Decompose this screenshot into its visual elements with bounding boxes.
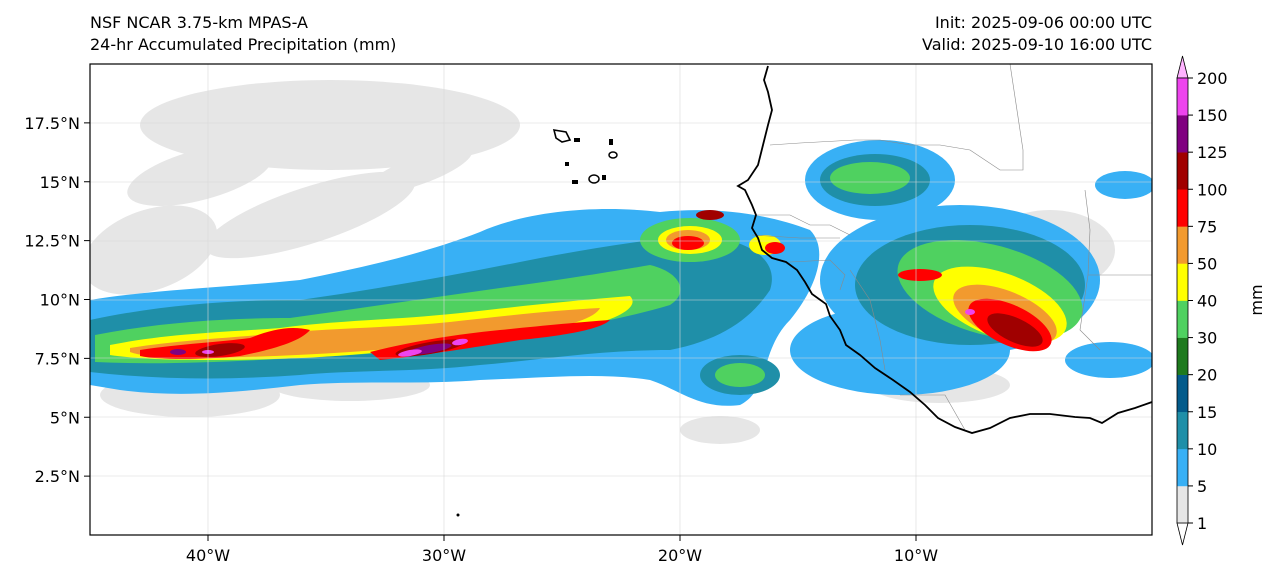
colorbar-label: mm (1247, 284, 1266, 315)
lat-tick-label: 7.5°N (35, 349, 80, 368)
colorbar-segment (1177, 115, 1188, 153)
lat-tick-label: 10°N (40, 291, 80, 310)
colorbar-tick-label: 20 (1197, 366, 1217, 385)
lat-tick-label: 15°N (40, 173, 80, 192)
coastline (736, 65, 1152, 434)
colorbar-tick-label: 15 (1197, 403, 1217, 422)
colorbar-segment (1177, 226, 1188, 264)
colorbar-tick-label: 125 (1197, 143, 1228, 162)
lat-tick-label: 2.5°N (35, 467, 80, 486)
colorbar-segment (1177, 300, 1188, 338)
colorbar-tick-label: 150 (1197, 106, 1228, 125)
colorbar-segment (1177, 448, 1188, 487)
colorbar-segment (1177, 374, 1188, 413)
lat-tick-label: 17.5°N (24, 114, 80, 133)
country-borders (751, 64, 1152, 431)
init-time: Init: 2025-09-06 00:00 UTC (934, 13, 1152, 32)
lon-tick-label: 10°W (894, 546, 938, 565)
lon-tick-label: 30°W (422, 546, 466, 565)
field-name: 24-hr Accumulated Precipitation (mm) (90, 35, 397, 54)
model-name: NSF NCAR 3.75-km MPAS-A (90, 13, 308, 32)
colorbar-tick-label: 75 (1197, 217, 1217, 236)
colorbar-tick-label: 10 (1197, 440, 1217, 459)
longitude-axis: 40°W 30°W 20°W 10°W (186, 535, 938, 565)
colorbar-tick-label: 30 (1197, 329, 1217, 348)
precip-trace-layer (90, 80, 1115, 444)
lon-tick-label: 40°W (186, 546, 230, 565)
colorbar-segment (1177, 337, 1188, 375)
colorbar-segment (1177, 189, 1188, 227)
colorbar-extend-over (1176, 55, 1189, 79)
colorbar-segment (1177, 78, 1188, 116)
colorbar-tick-label: 100 (1197, 180, 1228, 199)
colorbar-segment (1177, 263, 1188, 301)
islands (456, 129, 618, 517)
colorbar-segment (1177, 485, 1188, 524)
lat-tick-label: 5°N (50, 408, 80, 427)
colorbar-segment (1177, 152, 1188, 190)
colorbar-tick-label: 40 (1197, 292, 1217, 311)
colorbar-extend-under (1176, 522, 1189, 546)
valid-time: Valid: 2025-09-10 16:00 UTC (921, 35, 1152, 54)
colorbar-tick-label: 200 (1197, 69, 1228, 88)
lat-tick-label: 12.5°N (24, 232, 80, 251)
figure-title-right: Init: 2025-09-06 00:00 UTC Valid: 2025-0… (922, 12, 1152, 56)
colorbar-tick-label: 50 (1197, 254, 1217, 273)
colorbar-tick-label: 1 (1197, 514, 1207, 533)
latitude-axis: 2.5°N 5°N 7.5°N 10°N 12.5°N 15°N 17.5°N (24, 114, 90, 486)
map-area[interactable] (71, 64, 1155, 535)
colorbar-tick-label: 5 (1197, 477, 1207, 496)
gridlines (90, 64, 1152, 535)
colorbar-segment (1177, 411, 1188, 450)
lon-tick-label: 20°W (658, 546, 702, 565)
figure-title-left: NSF NCAR 3.75-km MPAS-A 24-hr Accumulate… (90, 12, 396, 56)
